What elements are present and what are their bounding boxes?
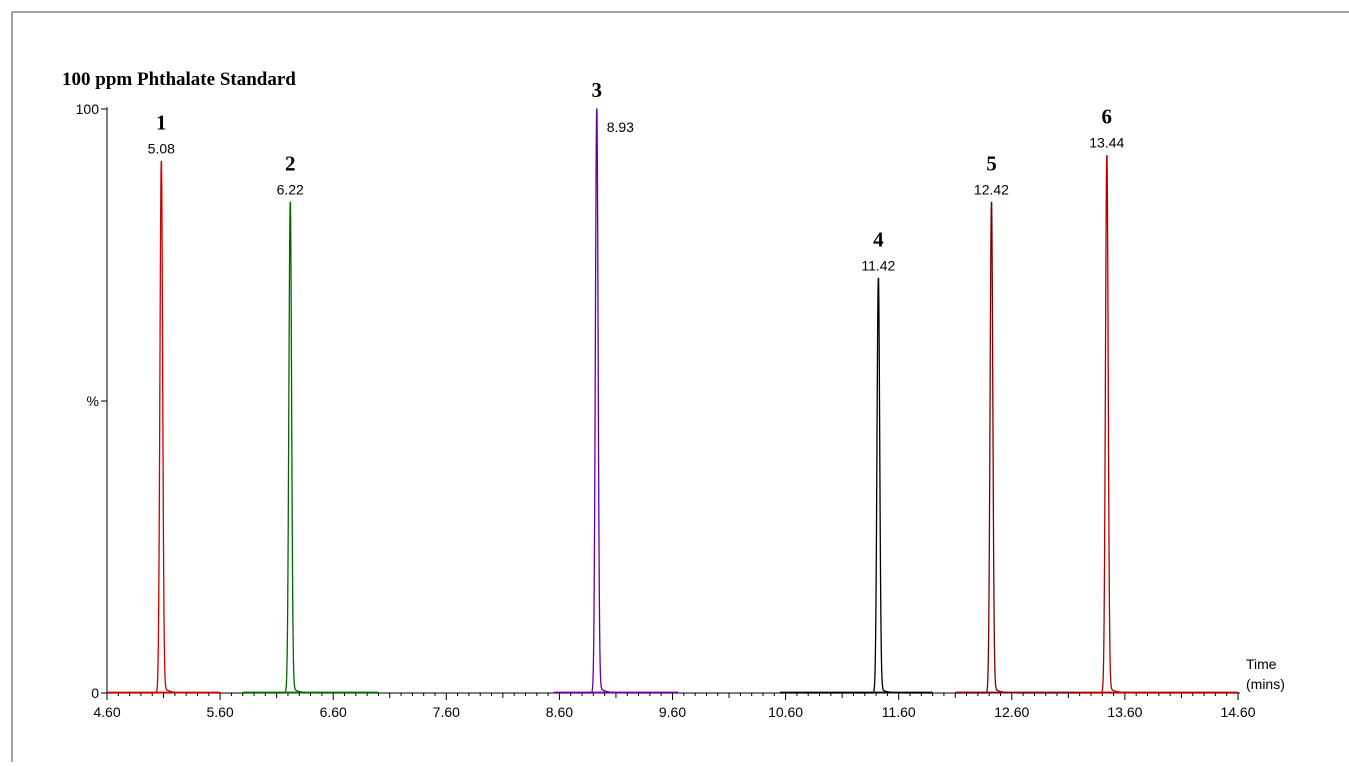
x-tick-label: 8.60 [546,704,573,720]
peak-number-label: 1 [156,111,167,135]
peak-trace-5 [955,201,1080,694]
x-tick-label: 10.60 [768,704,803,720]
peak-number-label: 3 [591,78,602,102]
x-tick-label: 13.60 [1107,704,1142,720]
peak-number-label: 4 [873,227,884,251]
x-tick-label: 6.60 [320,704,347,720]
y-tick-label: 0 [91,685,99,701]
peak-trace-2 [242,201,379,694]
x-tick-label: 11.60 [882,704,916,720]
axes: 4.60 5.60 6.60 7.60 8.60 9.60 10.60 11.60 12.60 1… [76,101,1256,720]
x-tick-label: 7.60 [433,704,460,720]
x-tick-label: 12.60 [994,704,1029,720]
peak-trace-1 [107,160,221,694]
x-tick-label: 4.60 [93,704,120,720]
peak-retention-time-label: 8.93 [607,119,634,135]
peak-retention-time-label: 5.08 [148,141,175,157]
peak-trace-3 [553,108,679,694]
x-tick-label: 9.60 [659,704,686,720]
peak-number-label: 6 [1102,105,1113,129]
traces [107,108,1238,694]
peak-retention-time-label: 13.44 [1089,135,1124,151]
x-axis-label-line-2: (mins) [1246,676,1285,692]
peak-retention-time-label: 6.22 [277,181,304,197]
chart-title: 100 ppm Phthalate Standard [62,69,296,90]
peak-retention-time-label: 11.42 [861,257,895,273]
peak-trace-4 [779,277,933,694]
peak-number-label: 2 [285,151,296,175]
peak-retention-time-label: 12.42 [974,181,1009,197]
x-tick-label: 5.60 [206,704,233,720]
y-tick-label: 100 [76,101,100,117]
peak-trace-6 [1079,155,1238,694]
x-axis-label-line-1: Time [1246,656,1277,672]
x-tick-label: 14.60 [1220,704,1255,720]
peak-labels: 5.08 1 6.22 2 8.93 3 11.42 4 12.42 5 13.44 6 [148,78,1125,273]
y-tick-label: % [87,393,99,409]
peak-number-label: 5 [986,151,997,175]
